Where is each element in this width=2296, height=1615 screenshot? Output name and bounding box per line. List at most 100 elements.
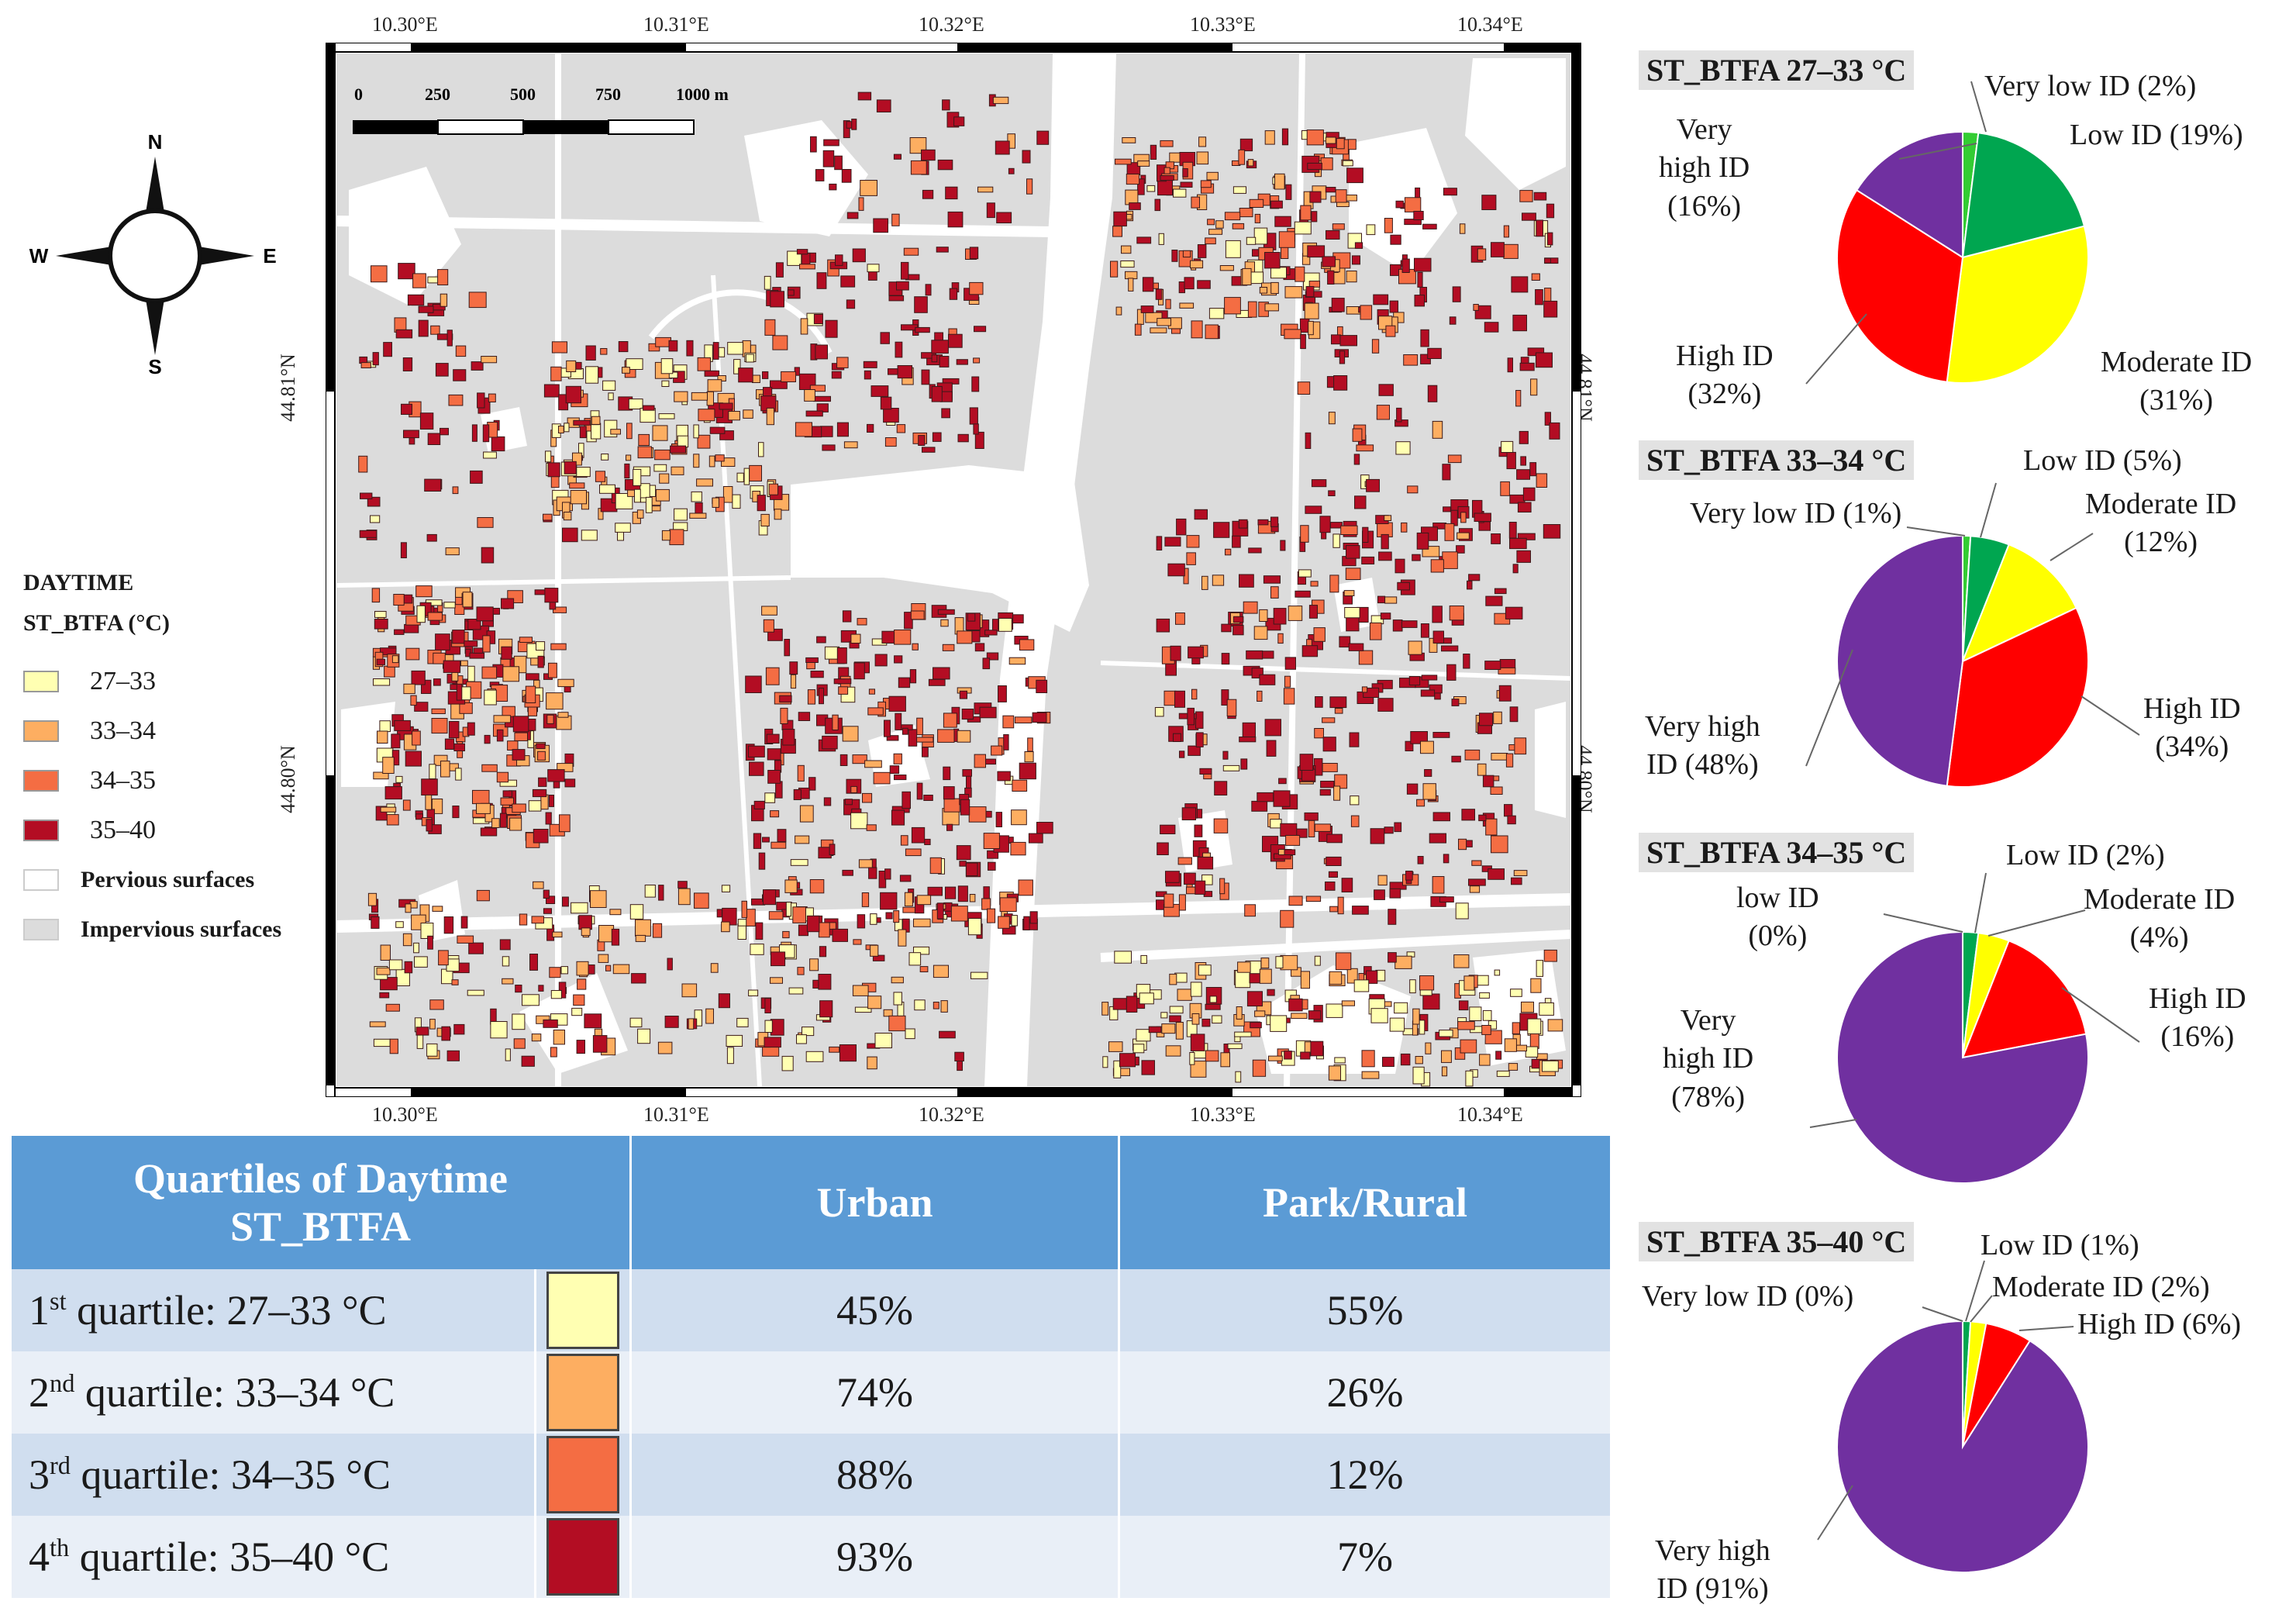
building-footprint bbox=[813, 395, 831, 402]
building-footprint bbox=[758, 852, 766, 870]
building-footprint bbox=[459, 702, 473, 714]
building-footprint bbox=[796, 1034, 807, 1044]
building-footprint bbox=[1358, 650, 1374, 665]
pie-label-moderate: Moderate ID (31%) bbox=[2101, 346, 2253, 417]
building-footprint bbox=[1422, 223, 1437, 229]
building-footprint bbox=[748, 989, 759, 996]
quartile-color-swatch bbox=[546, 1518, 619, 1596]
building-footprint bbox=[965, 862, 978, 877]
building-footprint bbox=[443, 916, 454, 934]
building-footprint bbox=[836, 357, 849, 368]
building-footprint bbox=[804, 389, 815, 402]
pie-title: ST_BTFA 33–34 °C bbox=[1639, 440, 1915, 480]
building-footprint bbox=[1298, 569, 1312, 578]
building-footprint bbox=[771, 841, 787, 849]
building-footprint bbox=[1197, 856, 1214, 870]
building-footprint bbox=[1517, 502, 1532, 512]
building-footprint bbox=[1242, 267, 1252, 285]
building-footprint bbox=[1339, 350, 1346, 364]
building-footprint bbox=[1186, 552, 1196, 565]
building-footprint bbox=[1417, 856, 1424, 864]
building-footprint bbox=[937, 609, 955, 615]
building-footprint bbox=[371, 588, 381, 603]
leader-line bbox=[1974, 872, 1987, 933]
building-footprint bbox=[1432, 876, 1445, 894]
building-footprint bbox=[499, 813, 507, 828]
building-footprint bbox=[1432, 732, 1450, 738]
legend-label: 33–34 bbox=[90, 716, 156, 745]
scale-bar-segment bbox=[353, 120, 438, 134]
building-footprint bbox=[977, 186, 994, 193]
building-footprint bbox=[1410, 731, 1429, 744]
building-footprint bbox=[764, 275, 771, 290]
building-footprint bbox=[1525, 1046, 1539, 1058]
building-footprint bbox=[1352, 255, 1360, 265]
building-footprint bbox=[622, 367, 630, 374]
building-footprint bbox=[1137, 160, 1150, 167]
building-footprint bbox=[1419, 975, 1435, 991]
building-footprint bbox=[900, 835, 908, 846]
building-footprint bbox=[536, 641, 546, 651]
building-footprint bbox=[1430, 559, 1444, 573]
building-footprint bbox=[1402, 1028, 1419, 1036]
building-footprint bbox=[563, 512, 572, 521]
building-footprint bbox=[1205, 1050, 1219, 1062]
building-footprint bbox=[962, 769, 973, 777]
pie-slice-moderate bbox=[1961, 544, 2077, 663]
building-footprint bbox=[464, 640, 478, 647]
building-footprint bbox=[1011, 915, 1018, 927]
building-footprint bbox=[1463, 975, 1475, 991]
building-footprint bbox=[1404, 197, 1422, 212]
building-footprint bbox=[852, 754, 867, 764]
building-footprint bbox=[1278, 231, 1295, 248]
building-footprint bbox=[543, 1019, 558, 1028]
building-footprint bbox=[405, 751, 422, 767]
building-footprint bbox=[403, 683, 415, 695]
building-footprint bbox=[519, 913, 528, 926]
building-footprint bbox=[1008, 657, 1026, 665]
building-footprint bbox=[967, 918, 982, 936]
building-footprint bbox=[1369, 622, 1382, 640]
building-footprint bbox=[957, 433, 969, 443]
compass-east-pointer bbox=[194, 246, 254, 266]
building-footprint bbox=[1415, 1056, 1423, 1065]
building-footprint bbox=[850, 812, 868, 830]
building-footprint bbox=[1469, 885, 1481, 893]
building-footprint bbox=[1493, 711, 1502, 724]
building-footprint bbox=[438, 950, 449, 966]
building-footprint bbox=[1347, 139, 1357, 150]
building-footprint bbox=[533, 679, 540, 688]
building-footprint bbox=[1467, 580, 1473, 590]
building-footprint bbox=[764, 319, 776, 336]
building-footprint bbox=[1332, 533, 1340, 548]
building-footprint bbox=[909, 137, 927, 154]
building-footprint bbox=[1299, 318, 1310, 333]
building-footprint bbox=[1414, 257, 1432, 272]
building-footprint bbox=[471, 361, 484, 371]
building-footprint bbox=[1350, 815, 1360, 827]
building-footprint bbox=[932, 432, 942, 442]
building-footprint bbox=[1394, 1002, 1408, 1014]
building-footprint bbox=[1156, 899, 1165, 910]
building-footprint bbox=[818, 922, 830, 938]
building-footprint bbox=[712, 342, 719, 360]
building-footprint bbox=[644, 885, 656, 898]
building-footprint bbox=[1177, 857, 1192, 865]
building-footprint bbox=[1179, 302, 1195, 309]
building-footprint bbox=[1205, 324, 1219, 340]
building-footprint bbox=[897, 365, 912, 379]
building-footprint bbox=[471, 424, 477, 442]
building-footprint bbox=[379, 720, 391, 733]
building-footprint bbox=[1442, 551, 1458, 569]
building-footprint bbox=[1165, 298, 1171, 309]
building-footprint bbox=[1199, 768, 1212, 775]
building-footprint bbox=[402, 357, 413, 371]
building-footprint bbox=[1294, 221, 1312, 235]
building-footprint bbox=[746, 909, 756, 927]
building-footprint bbox=[1244, 904, 1256, 917]
building-footprint bbox=[416, 1034, 424, 1049]
building-footprint bbox=[973, 423, 979, 435]
building-footprint bbox=[1201, 1018, 1211, 1027]
building-footprint bbox=[864, 370, 871, 380]
building-footprint bbox=[795, 422, 813, 437]
